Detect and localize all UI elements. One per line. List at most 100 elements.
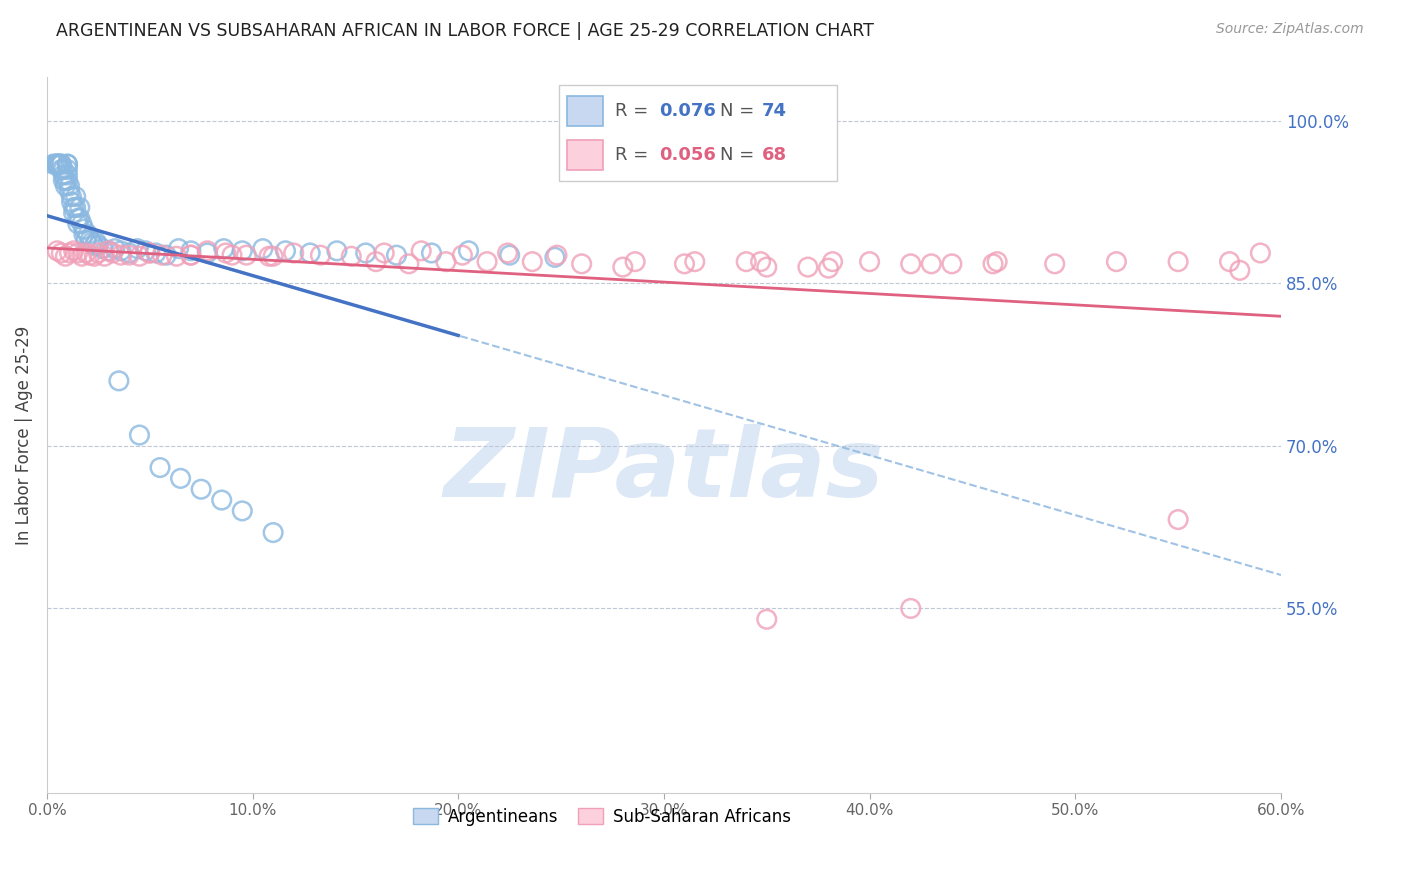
Point <box>138 246 160 260</box>
Point <box>110 244 132 258</box>
Point <box>51 157 73 171</box>
Point <box>138 246 160 260</box>
Point <box>190 482 212 496</box>
Point <box>128 249 150 263</box>
Legend: Argentineans, Sub-Saharan Africans: Argentineans, Sub-Saharan Africans <box>405 800 800 834</box>
Point <box>75 246 97 260</box>
Point <box>1218 254 1240 268</box>
Point <box>46 157 69 171</box>
Point <box>1105 254 1128 268</box>
Point <box>1043 257 1066 271</box>
Point <box>612 260 634 274</box>
Point <box>55 249 77 263</box>
Point <box>69 211 91 226</box>
Point <box>231 244 253 258</box>
Point <box>1249 246 1271 260</box>
Point <box>166 249 188 263</box>
Point <box>262 249 284 263</box>
Point <box>755 260 778 274</box>
Point <box>93 249 115 263</box>
Point <box>51 162 73 177</box>
Point <box>262 525 284 540</box>
Point <box>749 254 772 268</box>
Point <box>66 211 89 226</box>
Point <box>221 248 243 262</box>
Point <box>385 248 408 262</box>
Point <box>257 249 280 263</box>
Point <box>58 184 80 198</box>
Point <box>411 244 433 258</box>
Point <box>858 254 880 268</box>
Point <box>51 157 73 171</box>
Point <box>55 178 77 193</box>
Point <box>309 248 332 262</box>
Point <box>56 173 79 187</box>
Point <box>56 157 79 171</box>
Point <box>1167 254 1189 268</box>
Point <box>77 227 100 242</box>
Point <box>451 248 474 262</box>
Point <box>62 206 84 220</box>
Point <box>56 168 79 182</box>
Point <box>145 246 167 260</box>
Text: ARGENTINEAN VS SUBSAHARAN AFRICAN IN LABOR FORCE | AGE 25-29 CORRELATION CHART: ARGENTINEAN VS SUBSAHARAN AFRICAN IN LAB… <box>56 22 875 40</box>
Point <box>195 244 218 258</box>
Y-axis label: In Labor Force | Age 25-29: In Labor Force | Age 25-29 <box>15 326 32 545</box>
Text: ZIPatlas: ZIPatlas <box>444 425 884 517</box>
Point <box>817 261 839 276</box>
Point <box>83 249 105 263</box>
Point <box>104 242 127 256</box>
Point <box>211 493 233 508</box>
Point <box>755 612 778 626</box>
Point <box>118 246 141 260</box>
Point <box>73 222 96 236</box>
Point <box>97 244 120 258</box>
Point <box>79 248 101 262</box>
Point <box>52 173 75 187</box>
Point <box>58 178 80 193</box>
Point <box>546 248 568 262</box>
Point <box>70 249 93 263</box>
Point <box>398 257 420 271</box>
Point <box>496 246 519 260</box>
Point <box>128 428 150 442</box>
Point <box>44 157 66 171</box>
Point <box>326 244 349 258</box>
Point <box>981 257 1004 271</box>
Point <box>149 460 172 475</box>
Point <box>52 162 75 177</box>
Point <box>354 246 377 260</box>
Point <box>60 189 83 203</box>
Point <box>180 248 202 262</box>
Point <box>70 217 93 231</box>
Point <box>1229 263 1251 277</box>
Point <box>274 244 297 258</box>
Point <box>82 235 104 249</box>
Point <box>900 601 922 615</box>
Point <box>373 246 395 260</box>
Point <box>62 201 84 215</box>
Point <box>48 157 70 171</box>
Point <box>571 257 593 271</box>
Point <box>673 257 696 271</box>
Point <box>56 162 79 177</box>
Point <box>55 173 77 187</box>
Point <box>169 471 191 485</box>
Point <box>65 189 87 203</box>
Point <box>42 157 65 171</box>
Point <box>195 246 218 260</box>
Point <box>180 248 202 262</box>
Point <box>457 244 479 258</box>
Point <box>101 246 124 260</box>
Point <box>48 157 70 171</box>
Point <box>97 244 120 258</box>
Point <box>283 246 305 260</box>
Point <box>46 244 69 258</box>
Point <box>73 227 96 242</box>
Point <box>252 242 274 256</box>
Point <box>797 260 820 274</box>
Point <box>87 246 110 260</box>
Point <box>683 254 706 268</box>
Point <box>108 374 131 388</box>
Point <box>167 242 190 256</box>
